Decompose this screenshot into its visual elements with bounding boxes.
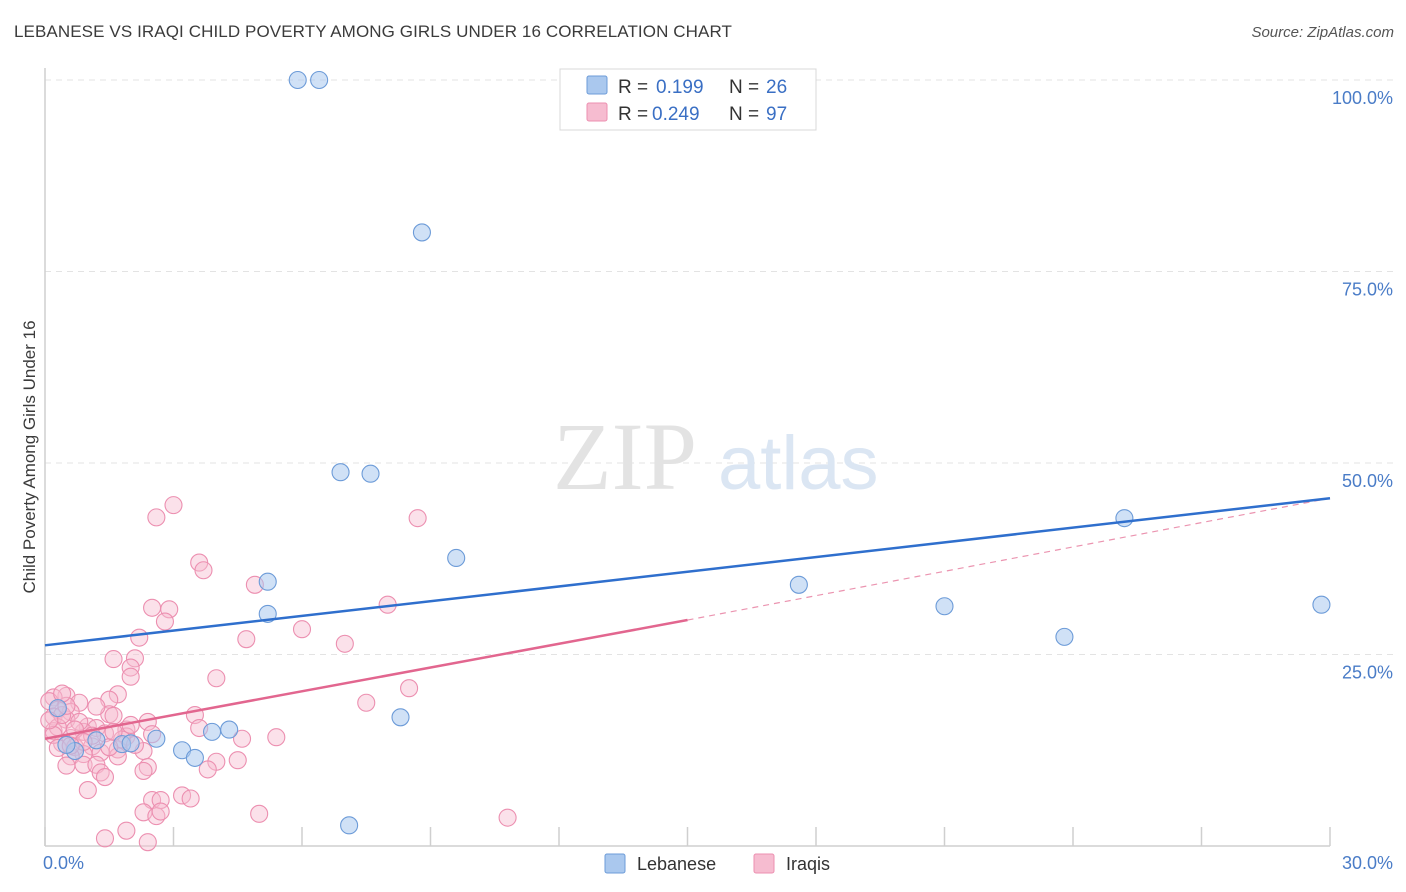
- legend-n-label-iraqis: N =: [729, 104, 759, 125]
- iraqis-point-63: [134, 761, 153, 780]
- iraqis-point-77: [95, 829, 115, 848]
- iraqis-point-16: [121, 658, 140, 677]
- lebanese-point-14: [1312, 595, 1331, 614]
- lebanese-point-19: [220, 720, 239, 739]
- series-legend-swatch-lebanese: [604, 853, 626, 874]
- iraqis-point-0: [164, 496, 183, 515]
- iraqis-point-11: [130, 628, 149, 647]
- iraqis-point-4: [194, 561, 213, 580]
- lebanese-point-4: [361, 464, 380, 483]
- legend-n-label-lebanese: N =: [729, 77, 759, 98]
- watermark-atlas: atlas: [718, 421, 879, 506]
- iraqis-point-78: [138, 833, 157, 852]
- iraqis-point-13: [335, 634, 354, 653]
- iraqis-point-76: [117, 821, 136, 840]
- iraqis-point-1: [147, 508, 166, 527]
- lebanese-point-0: [288, 70, 307, 90]
- iraqis-point-26: [357, 693, 376, 712]
- y-tick-label-1: 50.0%: [1342, 471, 1393, 491]
- y-tick-label-3: 100.0%: [1332, 88, 1393, 108]
- legend-n-value-lebanese: 26: [766, 77, 787, 98]
- lebanese-trend-line: [44, 496, 1331, 647]
- iraqis-point-95: [87, 697, 106, 716]
- y-tick-label-2: 75.0%: [1342, 280, 1393, 300]
- iraqis-point-60: [57, 756, 76, 775]
- y-axis-label: Child Poverty Among Girls Under 16: [20, 320, 39, 593]
- iraqis-point-74: [250, 804, 269, 823]
- lebanese-point-25: [48, 699, 67, 718]
- iraqis-point-19: [400, 679, 419, 698]
- chart-source: Source: ZipAtlas.com: [1251, 24, 1394, 41]
- iraqis-points: [40, 496, 517, 852]
- watermark: ZIP atlas: [553, 403, 879, 510]
- lebanese-point-22: [57, 735, 76, 754]
- iraqis-point-15: [104, 650, 123, 669]
- lebanese-point-18: [203, 722, 222, 741]
- iraqis-point-68: [181, 789, 200, 808]
- lebanese-point-3: [331, 463, 350, 482]
- legend-swatch-iraqis: [586, 102, 608, 122]
- lebanese-point-8: [391, 708, 410, 727]
- iraqis-trend-line: [44, 618, 688, 740]
- series-legend-swatch-iraqis: [753, 853, 775, 874]
- iraqis-trend-extension: [687, 497, 1331, 621]
- series-legend-label-iraqis: Iraqis: [786, 854, 830, 874]
- chart-title: LEBANESE VS IRAQI CHILD POVERTY AMONG GI…: [14, 22, 733, 41]
- iraqis-point-43: [267, 728, 286, 747]
- legend-r-value-iraqis: 0.249: [652, 104, 700, 125]
- iraqis-point-10: [292, 620, 312, 639]
- iraqis-point-66: [78, 781, 97, 800]
- x-tick-label-0: 0.0%: [43, 853, 84, 873]
- iraqis-point-30: [104, 706, 123, 725]
- correlation-legend: R = 0.199 N = 26 R = 0.249 N = 97: [559, 68, 817, 131]
- lebanese-point-13: [1055, 627, 1074, 646]
- iraqis-point-17: [121, 667, 140, 686]
- lebanese-points: [48, 70, 1331, 835]
- iraqis-point-73: [151, 802, 170, 821]
- legend-r-value-lebanese: 0.199: [656, 77, 704, 98]
- y-tick-labels: 25.0% 50.0% 75.0% 100.0%: [1332, 88, 1393, 683]
- lebanese-point-12: [935, 597, 954, 616]
- lebanese-point-10: [1115, 509, 1134, 528]
- lebanese-point-20: [87, 731, 106, 750]
- iraqis-point-65: [95, 768, 115, 787]
- legend-r-label-iraqis: R =: [618, 104, 648, 125]
- lebanese-point-11: [789, 575, 808, 594]
- x-tick-labels: 0.0% 30.0%: [43, 853, 1393, 873]
- axes: [44, 68, 1331, 847]
- lebanese-point-9: [340, 816, 359, 835]
- lebanese-point-2: [412, 223, 431, 242]
- lebanese-point-17: [185, 748, 204, 767]
- legend-r-label-lebanese: R =: [618, 77, 648, 98]
- lebanese-point-15: [147, 729, 166, 748]
- iraqis-point-18: [207, 669, 226, 688]
- lebanese-point-1: [310, 70, 329, 90]
- series-legend: Lebanese Iraqis: [604, 853, 830, 874]
- x-tick-label-1: 30.0%: [1342, 853, 1393, 873]
- iraqis-point-14: [125, 649, 144, 668]
- iraqis-point-57: [228, 751, 247, 770]
- iraqis-point-75: [498, 808, 517, 827]
- iraqis-point-62: [198, 760, 217, 779]
- lebanese-point-24: [121, 734, 140, 753]
- watermark-zip: ZIP: [553, 403, 697, 510]
- iraqis-point-12: [237, 630, 256, 649]
- iraqis-point-93: [40, 711, 59, 730]
- trend-lines: [44, 496, 1331, 740]
- lebanese-point-5: [447, 548, 466, 568]
- legend-swatch-lebanese: [586, 75, 608, 95]
- iraqis-point-44: [232, 729, 252, 748]
- iraqis-point-20: [108, 685, 127, 704]
- legend-n-value-iraqis: 97: [766, 104, 787, 125]
- y-tick-label-0: 25.0%: [1342, 663, 1393, 683]
- grid-lines: [45, 79, 1395, 655]
- lebanese-point-6: [258, 572, 277, 591]
- iraqis-point-9: [155, 612, 174, 631]
- iraqis-point-6: [143, 598, 162, 617]
- series-legend-label-lebanese: Lebanese: [637, 854, 716, 874]
- iraqis-point-2: [408, 509, 427, 528]
